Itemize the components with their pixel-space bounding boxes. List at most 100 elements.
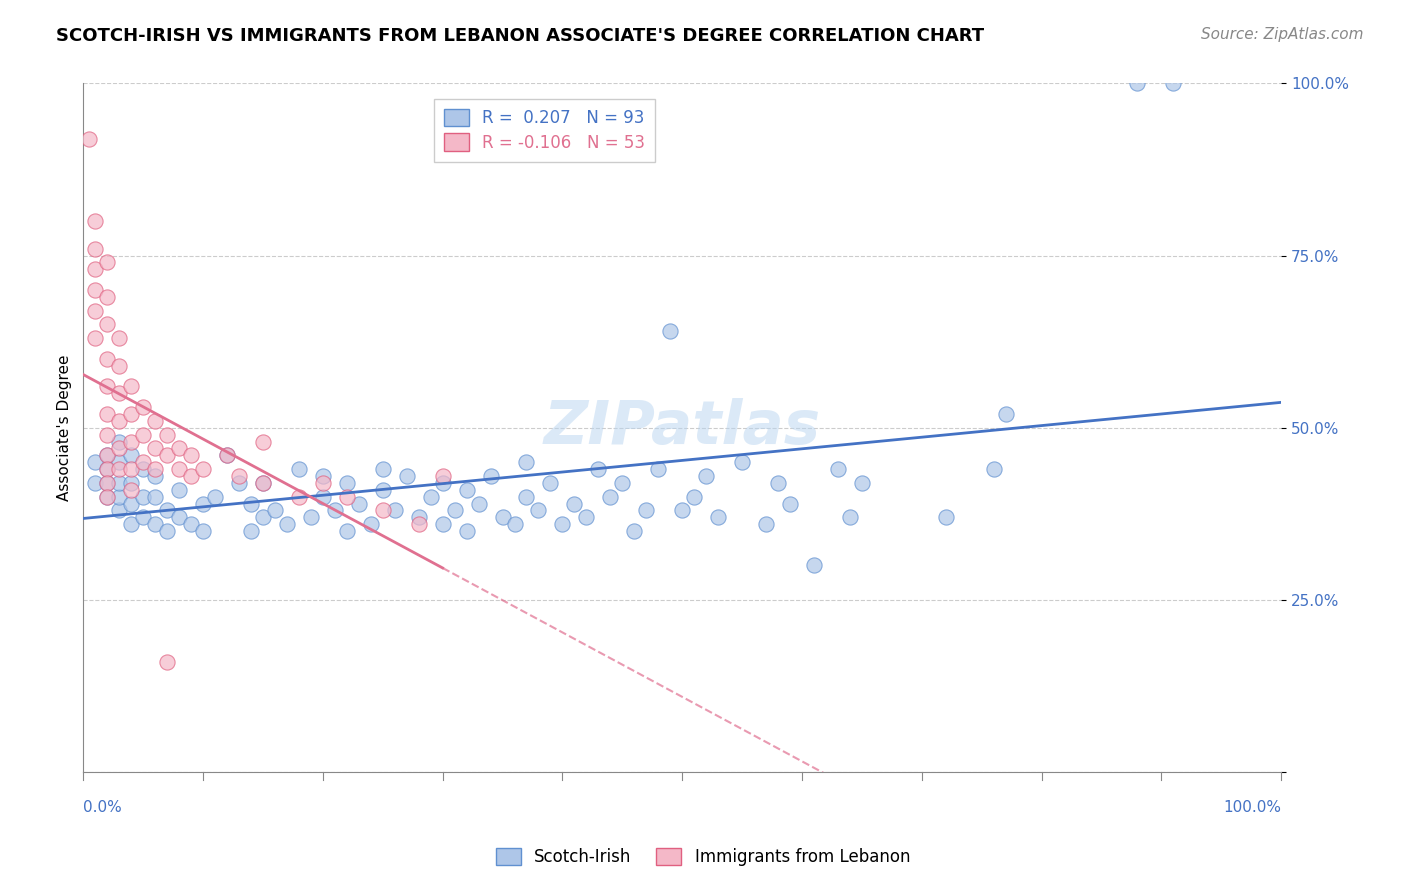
Point [288, 490, 311, 504]
Point [156, 655, 179, 669]
Point [96, 462, 118, 476]
Point [108, 434, 131, 449]
Point [120, 379, 142, 393]
Point [755, 517, 778, 532]
Point [180, 448, 202, 462]
Point [143, 414, 166, 428]
Point [96, 475, 118, 490]
Point [120, 475, 142, 490]
Point [467, 496, 489, 510]
Point [623, 524, 645, 538]
Point [84, 331, 107, 345]
Point [312, 469, 335, 483]
Point [120, 462, 142, 476]
Point [336, 490, 359, 504]
Text: 100.0%: 100.0% [1223, 799, 1281, 814]
Point [588, 462, 610, 476]
Point [647, 462, 669, 476]
Point [228, 469, 250, 483]
Point [96, 490, 118, 504]
Point [96, 318, 118, 332]
Point [766, 475, 789, 490]
Point [167, 442, 190, 456]
Point [479, 469, 502, 483]
Point [432, 517, 454, 532]
Point [108, 331, 131, 345]
Point [827, 462, 849, 476]
Point [132, 462, 155, 476]
Point [156, 503, 179, 517]
Point [838, 510, 860, 524]
Point [527, 503, 550, 517]
Point [96, 448, 118, 462]
Point [432, 469, 454, 483]
Point [683, 490, 706, 504]
Point [419, 490, 441, 504]
Point [599, 490, 621, 504]
Point [636, 503, 658, 517]
Point [228, 475, 250, 490]
Point [983, 462, 1005, 476]
Point [336, 524, 359, 538]
Point [564, 496, 586, 510]
Point [108, 414, 131, 428]
Point [491, 510, 513, 524]
Point [215, 448, 238, 462]
Point [264, 503, 287, 517]
Point [96, 379, 118, 393]
Point [456, 524, 478, 538]
Point [143, 469, 166, 483]
Point [108, 490, 131, 504]
Point [252, 475, 274, 490]
Point [371, 503, 394, 517]
Point [120, 496, 142, 510]
Point [252, 510, 274, 524]
Point [108, 455, 131, 469]
Point [538, 475, 561, 490]
Point [143, 462, 166, 476]
Point [156, 448, 179, 462]
Point [77, 131, 100, 145]
Point [120, 483, 142, 497]
Point [143, 442, 166, 456]
Point [204, 490, 226, 504]
Point [108, 442, 131, 456]
Point [360, 517, 382, 532]
Point [167, 510, 190, 524]
Point [994, 407, 1017, 421]
Point [695, 469, 717, 483]
Text: 0.0%: 0.0% [83, 799, 122, 814]
Point [96, 407, 118, 421]
Point [143, 490, 166, 504]
Point [191, 462, 214, 476]
Point [671, 503, 693, 517]
Point [180, 517, 202, 532]
Point [503, 517, 526, 532]
Point [96, 448, 118, 462]
Point [515, 455, 537, 469]
Point [96, 490, 118, 504]
Point [84, 283, 107, 297]
Point [156, 524, 179, 538]
Point [191, 524, 214, 538]
Point [240, 496, 263, 510]
Text: Source: ZipAtlas.com: Source: ZipAtlas.com [1201, 27, 1364, 42]
Point [96, 475, 118, 490]
Point [288, 462, 311, 476]
Point [132, 510, 155, 524]
Point [659, 324, 682, 338]
Point [443, 503, 465, 517]
Point [108, 462, 131, 476]
Point [120, 407, 142, 421]
Point [371, 483, 394, 497]
Point [132, 427, 155, 442]
Point [408, 510, 430, 524]
Point [779, 496, 801, 510]
Point [84, 262, 107, 277]
Point [156, 427, 179, 442]
Point [84, 475, 107, 490]
Point [395, 469, 418, 483]
Point [252, 475, 274, 490]
Point [803, 558, 825, 573]
Point [215, 448, 238, 462]
